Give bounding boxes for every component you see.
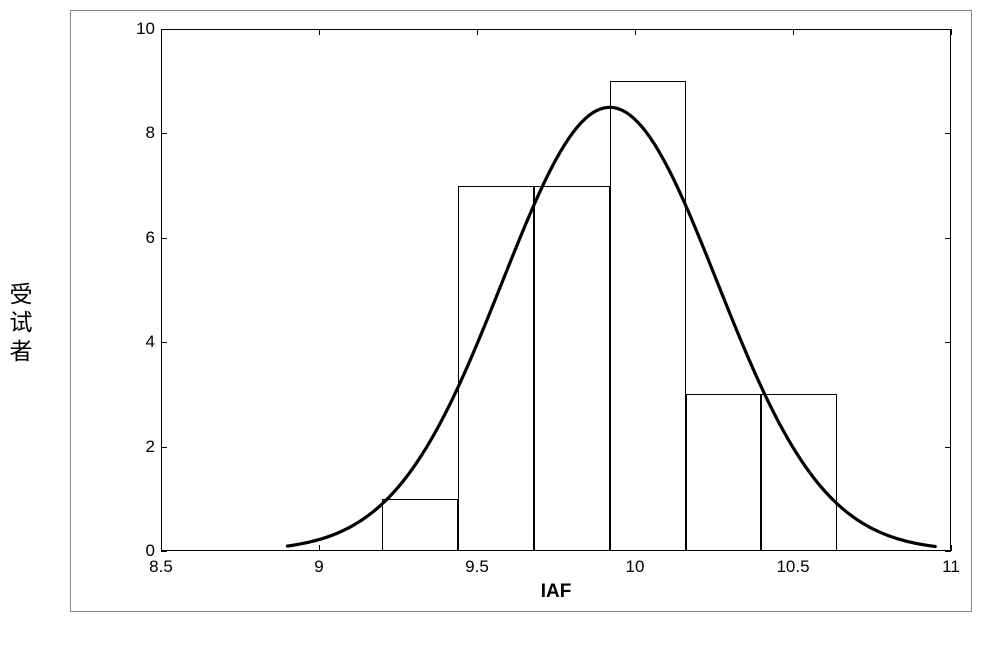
plot-area: [161, 29, 951, 551]
y-tick-label: 4: [131, 332, 155, 352]
x-tick-label: 9: [314, 557, 323, 577]
x-tick-label: 10.5: [776, 557, 809, 577]
x-tick: [951, 545, 952, 551]
y-tick-label: 10: [131, 19, 155, 39]
y-tick: [161, 551, 167, 552]
y-tick-label: 6: [131, 228, 155, 248]
y-tick: [945, 551, 951, 552]
y-axis-label: 受试者: [8, 280, 34, 366]
x-tick-label: 9.5: [465, 557, 489, 577]
y-tick-label: 0: [131, 541, 155, 561]
x-tick-label: 10: [626, 557, 645, 577]
x-tick-label: 11: [942, 557, 960, 577]
figure-panel: IAF 8.599.51010.5110246810: [70, 10, 972, 612]
x-tick: [951, 29, 952, 35]
x-axis-label: IAF: [541, 581, 572, 603]
y-tick-label: 2: [131, 437, 155, 457]
y-tick-label: 8: [131, 123, 155, 143]
fit-curve: [161, 29, 951, 551]
